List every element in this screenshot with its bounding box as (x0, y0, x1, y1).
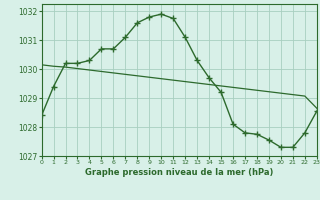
X-axis label: Graphe pression niveau de la mer (hPa): Graphe pression niveau de la mer (hPa) (85, 168, 273, 177)
